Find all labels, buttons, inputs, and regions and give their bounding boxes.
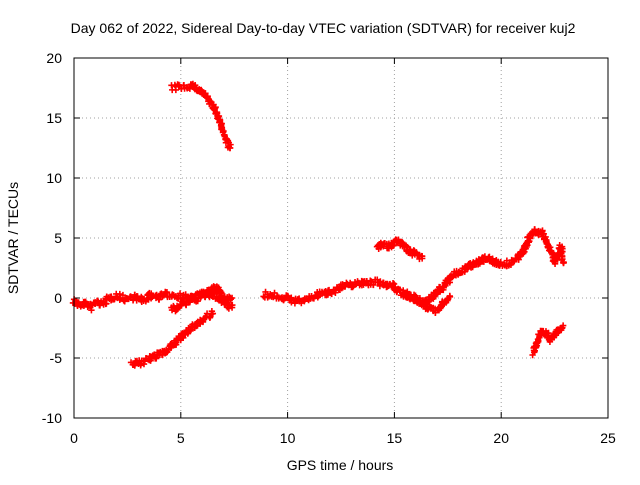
data-point	[227, 296, 234, 303]
data-point	[216, 116, 224, 124]
x-tick-label: 20	[493, 430, 509, 446]
data-point	[116, 290, 124, 298]
y-tick-label: 5	[54, 230, 62, 246]
y-tick-label: -5	[50, 350, 63, 366]
x-tick-label: 25	[600, 430, 616, 446]
y-axis-label: SDTVAR / TECUs	[5, 182, 21, 294]
tick-layer: 0 5 10 15 20 25 -10 -5 0 5 10 15 20	[42, 50, 616, 446]
plot-frame	[73, 57, 609, 419]
data-point	[559, 258, 567, 266]
data-point	[280, 295, 288, 303]
series-arc-c	[127, 307, 217, 369]
data-point	[210, 289, 218, 297]
data-point	[559, 322, 567, 329]
y-tick-label: 15	[46, 110, 62, 126]
series-arc-f	[373, 236, 426, 263]
x-tick-label: 5	[177, 430, 185, 446]
data-point	[437, 304, 445, 311]
x-tick-label: 10	[280, 430, 296, 446]
data-point	[349, 283, 356, 291]
data-point	[171, 340, 179, 347]
data-point	[260, 293, 267, 300]
x-tick-label: 15	[387, 430, 403, 446]
series-arc-g	[400, 288, 454, 316]
data-point	[418, 255, 426, 262]
x-tick-label: 0	[70, 430, 78, 446]
data-point	[446, 293, 454, 300]
data-point	[558, 250, 565, 258]
series-arc-a	[69, 283, 236, 314]
data-point	[228, 294, 236, 302]
data-point	[148, 293, 156, 301]
data-point	[209, 310, 217, 317]
data-point	[228, 304, 236, 311]
y-tick-label: 0	[54, 290, 62, 306]
series-arc-b	[168, 80, 234, 152]
data-point	[191, 81, 199, 89]
y-tick-label: 10	[46, 170, 62, 186]
data-point	[176, 290, 184, 297]
data-point	[534, 338, 541, 345]
data-point	[186, 298, 194, 305]
data-point	[172, 86, 180, 94]
x-axis-label: GPS time / hours	[287, 457, 394, 473]
data-point	[190, 82, 198, 90]
data-point	[271, 289, 278, 297]
data-point	[226, 144, 234, 152]
series-arc-h	[529, 322, 567, 359]
y-tick-label: -10	[42, 410, 62, 426]
y-tick-label: 20	[46, 50, 62, 66]
data-point	[515, 256, 522, 263]
data-points	[69, 80, 567, 369]
series-arc-d	[168, 288, 236, 315]
chart-title: Day 062 of 2022, Sidereal Day-to-day VTE…	[71, 20, 576, 36]
